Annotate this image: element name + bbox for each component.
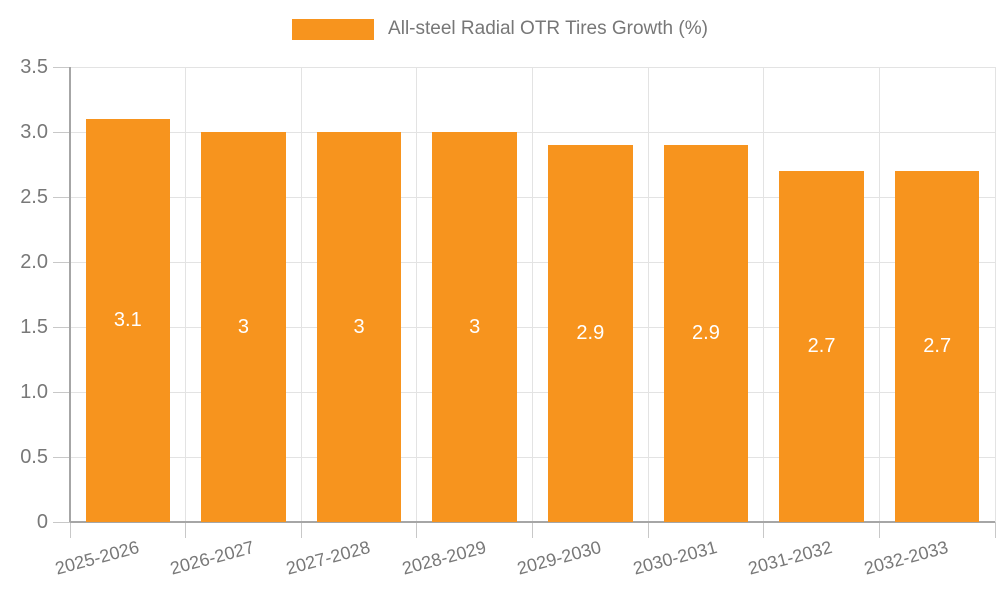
x-gridline bbox=[300, 67, 302, 522]
bar[interactable]: 2.9 bbox=[548, 145, 633, 522]
x-axis-tick bbox=[647, 522, 649, 538]
bar[interactable]: 3.1 bbox=[85, 119, 171, 522]
bar-value-label: 2.7 bbox=[923, 335, 952, 357]
x-axis-category-label: 2027-2028 bbox=[283, 537, 373, 579]
x-gridline bbox=[994, 67, 996, 522]
y-axis-tick bbox=[53, 521, 70, 523]
y-axis-tick bbox=[53, 326, 70, 328]
y-axis-tick bbox=[53, 391, 70, 393]
bar-value-label: 2.7 bbox=[807, 335, 836, 357]
y-axis-tick bbox=[53, 131, 70, 133]
legend-label: All-steel Radial OTR Tires Growth (%) bbox=[388, 18, 708, 39]
bar-value-label: 3 bbox=[237, 315, 249, 338]
x-gridline bbox=[647, 67, 649, 522]
y-axis-tick bbox=[53, 456, 70, 458]
bar-value-label: 2.9 bbox=[692, 322, 720, 344]
x-gridline bbox=[878, 67, 880, 522]
y-axis-line bbox=[69, 67, 71, 522]
x-axis-tick bbox=[878, 522, 880, 538]
x-axis-category-label: 2028-2029 bbox=[399, 537, 488, 579]
bar[interactable]: 2.7 bbox=[894, 171, 980, 522]
bar-value-label: 3 bbox=[469, 315, 481, 338]
x-gridline bbox=[532, 67, 533, 522]
x-axis-tick bbox=[69, 522, 71, 538]
y-axis-tick-label: 2.0 bbox=[20, 251, 48, 273]
bar-value-label: 3.1 bbox=[113, 309, 142, 331]
y-axis-tick bbox=[53, 66, 70, 68]
x-axis-category-label: 2030-2031 bbox=[630, 537, 720, 579]
x-axis-tick bbox=[994, 522, 996, 538]
x-gridline bbox=[185, 67, 187, 522]
y-axis-tick-label: 3.0 bbox=[20, 121, 48, 143]
y-axis-tick bbox=[53, 196, 70, 198]
y-axis-tick-label: 0 bbox=[36, 511, 48, 533]
y-axis-tick-label: 3.5 bbox=[20, 56, 48, 78]
bar[interactable]: 2.7 bbox=[779, 171, 864, 522]
x-axis-category-label: 2029-2030 bbox=[515, 537, 604, 579]
y-axis-tick-label: 0.5 bbox=[20, 446, 48, 468]
x-axis-category-label: 2025-2026 bbox=[52, 537, 141, 579]
y-axis-tick-label: 1.0 bbox=[20, 381, 48, 403]
bar-value-label: 3 bbox=[353, 315, 365, 338]
x-axis-category-label: 2032-2033 bbox=[862, 537, 951, 579]
y-axis-tick-label: 2.5 bbox=[20, 186, 48, 208]
x-axis-category-label: 2031-2032 bbox=[746, 537, 835, 579]
x-gridline bbox=[763, 67, 765, 522]
x-axis-line bbox=[70, 521, 995, 523]
x-axis-category-label: 2026-2027 bbox=[168, 537, 257, 579]
bar[interactable]: 3 bbox=[432, 132, 517, 522]
x-axis-tick bbox=[185, 522, 187, 538]
x-axis-tick bbox=[532, 522, 533, 538]
bar[interactable]: 3 bbox=[316, 132, 402, 522]
legend-swatch-icon bbox=[292, 18, 375, 40]
y-axis-tick-label: 1.5 bbox=[20, 316, 48, 338]
x-axis-tick bbox=[763, 522, 765, 538]
y-axis-tick bbox=[53, 261, 70, 263]
legend[interactable]: All-steel Radial OTR Tires Growth (%) bbox=[0, 18, 1000, 40]
bar[interactable]: 3 bbox=[201, 132, 286, 522]
x-axis-tick bbox=[416, 522, 418, 538]
x-axis-tick bbox=[300, 522, 302, 538]
bar-value-label: 2.9 bbox=[576, 322, 605, 344]
x-gridline bbox=[416, 67, 418, 522]
bar[interactable]: 2.9 bbox=[663, 145, 749, 522]
